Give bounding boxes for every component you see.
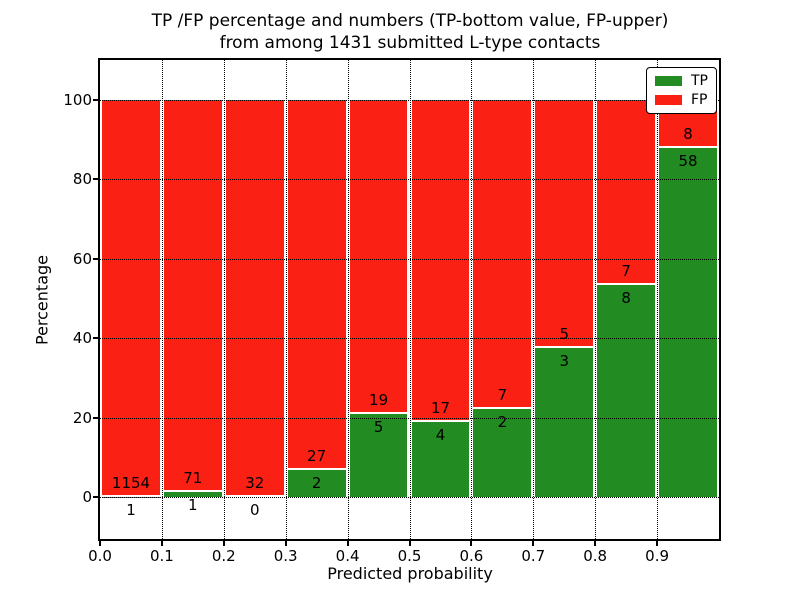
plot-area: TP FP 1154 1 71 1 32 0 27 2 19 5 17 4 7 2 5 3 7 8 8 58 — [98, 58, 721, 541]
tick-mark-x — [594, 541, 597, 546]
tick-mark-x — [656, 541, 659, 546]
tick-mark-x — [346, 541, 349, 546]
tp-count-label: 3 — [559, 352, 570, 371]
fp-count-label: 5 — [559, 325, 570, 344]
tick-mark-y — [93, 98, 98, 101]
grid-line-v — [471, 60, 473, 539]
fp-count-label: 19 — [369, 391, 389, 410]
tp-count-label: 0 — [250, 501, 260, 520]
x-axis-label: Predicted probability — [327, 564, 493, 583]
bar-fp-segment — [225, 99, 284, 498]
tick-mark-x — [160, 541, 163, 546]
chart-title-line2: from among 1431 submitted L-type contact… — [219, 33, 601, 53]
bar-fp-segment — [287, 99, 346, 470]
bar-fp-segment — [535, 99, 594, 349]
tp-count-label: 58 — [678, 151, 698, 170]
bar-tp-segment — [287, 469, 346, 498]
grid-line-v — [347, 60, 349, 539]
tick-mark-y — [93, 257, 98, 260]
tick-mark-x — [408, 541, 411, 546]
bar-fp-segment — [163, 99, 222, 492]
bar-fp-segment — [597, 99, 656, 286]
chart-title: TP /FP percentage and numbers (TP-bottom… — [100, 10, 720, 54]
x-tick-label: 0.8 — [583, 547, 608, 565]
bar-tp-segment — [535, 348, 594, 498]
fp-count-label: 32 — [245, 474, 265, 493]
tick-mark-y — [93, 337, 98, 340]
bar-tp-segment — [163, 491, 222, 498]
fp-count-label: 71 — [183, 468, 203, 487]
fp-count-label: 7 — [621, 262, 631, 281]
tick-mark-x — [99, 541, 101, 546]
bar-tp-segment — [349, 414, 408, 498]
legend-label-tp: TP — [691, 73, 708, 89]
x-tick-label: 0.6 — [459, 547, 484, 565]
bar-tp-segment — [473, 408, 532, 498]
fp-color-swatch — [655, 95, 682, 105]
x-tick-label: 0.2 — [211, 547, 236, 565]
fp-count-label: 17 — [430, 398, 451, 417]
grid-line-v — [533, 60, 535, 539]
grid-line-v — [595, 60, 597, 539]
bar-fp-segment — [102, 99, 160, 497]
x-tick-label: 0.4 — [335, 547, 360, 565]
fp-count-label: 27 — [307, 446, 327, 465]
grid-line-v — [285, 60, 287, 539]
y-tick-label: 100 — [63, 90, 92, 109]
y-tick-label: 0 — [82, 488, 92, 507]
grid-line-v — [223, 60, 225, 539]
y-tick-label: 40 — [72, 329, 92, 348]
bar-tp-segment — [597, 285, 656, 498]
bar-tp-segment — [411, 421, 470, 498]
bar-tp-segment — [659, 147, 717, 498]
chart-title-line1: TP /FP percentage and numbers (TP-bottom… — [151, 11, 669, 31]
x-tick-label: 0.0 — [88, 547, 112, 565]
tick-mark-y — [93, 496, 98, 499]
grid-line-v — [657, 60, 659, 539]
grid-line-v — [409, 60, 411, 539]
tp-count-label: 2 — [497, 412, 508, 431]
x-tick-label: 0.1 — [149, 547, 174, 565]
bar-fp-segment — [473, 99, 532, 409]
grid-line-v — [161, 60, 163, 539]
legend: TP FP — [646, 67, 717, 114]
y-tick-label: 20 — [72, 408, 92, 427]
bar-fp-segment — [349, 99, 408, 415]
x-tick-label: 0.7 — [521, 547, 546, 565]
fp-count-label: 7 — [497, 385, 508, 404]
tp-count-label: 1 — [188, 495, 198, 514]
fp-count-label: 8 — [683, 124, 693, 143]
tick-mark-x — [470, 541, 473, 546]
fp-count-label: 1154 — [111, 473, 151, 492]
legend-label-fp: FP — [691, 92, 708, 108]
tick-mark-x — [532, 541, 535, 546]
tp-count-label: 2 — [311, 473, 322, 492]
tick-mark-x — [284, 541, 287, 546]
legend-entry-fp: FP — [655, 92, 708, 108]
x-tick-label: 0.5 — [397, 547, 422, 565]
tp-color-swatch — [655, 76, 682, 86]
tp-count-label: 1 — [126, 500, 136, 519]
tp-count-label: 4 — [435, 425, 446, 444]
tick-mark-x — [222, 541, 225, 546]
y-tick-label: 80 — [72, 170, 92, 189]
tick-mark-y — [93, 416, 98, 419]
tp-count-label: 8 — [621, 289, 631, 308]
x-tick-label: 0.3 — [273, 547, 298, 565]
y-tick-label: 60 — [72, 249, 92, 268]
tp-count-label: 5 — [373, 418, 384, 437]
bar-fp-segment — [411, 99, 470, 422]
legend-entry-tp: TP — [655, 73, 708, 89]
x-tick-label: 0.9 — [645, 547, 670, 565]
tick-mark-y — [93, 178, 98, 181]
